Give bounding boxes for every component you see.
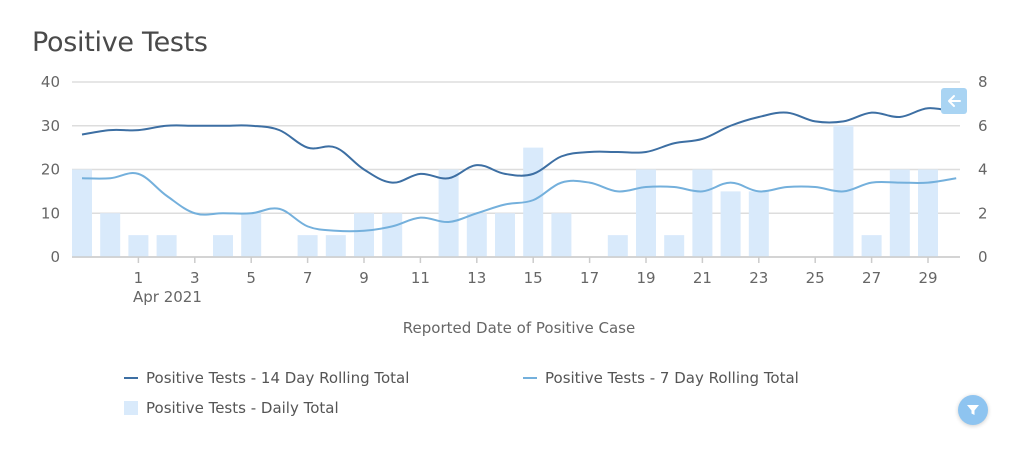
x-tick-label: 25 <box>806 269 825 287</box>
x-axis-sublabel: Apr 2021 <box>133 288 202 306</box>
legend-swatch-daily <box>124 401 138 415</box>
legend-label: Positive Tests - 14 Day Rolling Total <box>146 369 410 387</box>
daily-bar <box>748 191 769 257</box>
y-right-tick-label: 0 <box>978 248 988 266</box>
x-tick-label: 21 <box>693 269 712 287</box>
legend-label: Positive Tests - Daily Total <box>146 399 339 417</box>
y-right-tick-label: 4 <box>978 161 988 179</box>
arrow-left-icon <box>948 95 961 107</box>
legend-swatch-7day <box>523 377 537 379</box>
filter-icon <box>967 405 979 415</box>
daily-bar <box>636 169 656 257</box>
back-button[interactable] <box>941 88 967 114</box>
x-tick-label: 17 <box>580 269 599 287</box>
x-tick-label: 23 <box>749 269 768 287</box>
x-tick-label: 27 <box>862 269 881 287</box>
legend-item-7day[interactable]: Positive Tests - 7 Day Rolling Total <box>523 369 799 387</box>
daily-bar <box>241 213 262 257</box>
line-7-day-rolling <box>81 172 957 233</box>
daily-bar <box>861 235 882 257</box>
line-14-day-rolling <box>81 107 957 184</box>
y-axis-left: 0 10 20 30 40 <box>41 73 60 266</box>
daily-bar <box>551 213 572 257</box>
x-tick-label: 3 <box>190 269 200 287</box>
x-tick-label: 15 <box>524 269 543 287</box>
legend-swatch-14day <box>124 377 138 379</box>
daily-bar <box>438 169 459 257</box>
legend-item-daily[interactable]: Positive Tests - Daily Total <box>124 399 339 417</box>
daily-bar <box>692 169 713 257</box>
daily-bar <box>297 235 318 257</box>
daily-bar <box>889 169 910 257</box>
series-lines <box>81 107 957 233</box>
daily-bar <box>720 191 741 257</box>
x-tick-label: 9 <box>359 269 369 287</box>
daily-bar <box>495 213 515 257</box>
gridlines <box>72 81 960 258</box>
daily-bar <box>325 235 346 257</box>
y-left-tick-label: 40 <box>41 73 60 91</box>
daily-bar <box>607 235 628 257</box>
daily-bar <box>72 169 92 257</box>
daily-bar <box>664 235 685 257</box>
x-tick-label: 29 <box>918 269 937 287</box>
y-right-tick-label: 2 <box>978 204 988 222</box>
daily-bar <box>213 235 233 257</box>
x-tick-label: 13 <box>467 269 486 287</box>
daily-bar <box>466 213 487 257</box>
daily-bar <box>382 213 403 257</box>
y-axis-right: 0 2 4 6 8 <box>978 73 988 266</box>
y-left-tick-label: 30 <box>41 117 60 135</box>
y-right-tick-label: 8 <box>978 73 988 91</box>
y-right-tick-label: 6 <box>978 117 988 135</box>
daily-bar <box>354 213 374 257</box>
daily-bar <box>100 213 121 257</box>
x-tick-label: 19 <box>636 269 655 287</box>
daily-bar <box>918 169 938 257</box>
x-tick-label: 7 <box>303 269 313 287</box>
daily-bar <box>128 235 149 257</box>
legend-item-14day[interactable]: Positive Tests - 14 Day Rolling Total <box>124 369 409 387</box>
x-axis-title: Reported Date of Positive Case <box>403 319 635 337</box>
y-left-tick-label: 20 <box>41 161 60 179</box>
x-tick-label: 11 <box>411 269 430 287</box>
y-left-tick-label: 10 <box>41 204 60 222</box>
legend-label: Positive Tests - 7 Day Rolling Total <box>545 369 799 387</box>
x-tick-label: 1 <box>134 269 144 287</box>
chart-title: Positive Tests <box>32 27 208 58</box>
x-tick-label: 5 <box>246 269 256 287</box>
x-axis: 1 3 5 7 9 11 13 15 17 19 21 23 25 27 29 <box>72 256 960 287</box>
daily-bars <box>72 125 938 257</box>
y-left-tick-label: 0 <box>50 248 60 266</box>
filter-button[interactable] <box>958 395 988 425</box>
daily-bar <box>156 235 177 257</box>
